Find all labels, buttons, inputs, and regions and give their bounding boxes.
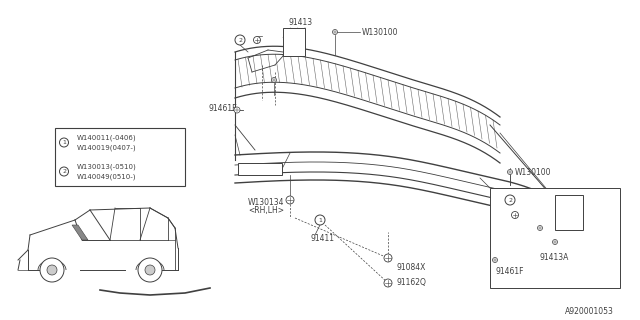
Text: <RH,LH>: <RH,LH> [248,205,284,214]
Circle shape [40,258,64,282]
Text: W140011(-0406): W140011(-0406) [77,134,136,141]
Circle shape [315,215,325,225]
Text: 91413: 91413 [288,18,312,27]
Circle shape [552,239,557,244]
Bar [238,163,282,175]
Text: 1: 1 [318,218,322,222]
Circle shape [47,265,57,275]
Bar [555,195,583,230]
Circle shape [505,195,515,205]
Circle shape [384,279,392,287]
Text: 91461F: 91461F [495,268,524,276]
Circle shape [493,258,497,262]
Text: 2: 2 [238,37,242,43]
Circle shape [60,167,68,176]
Text: W130134: W130134 [248,197,285,206]
Bar [283,28,305,56]
Text: W140049(0510-): W140049(0510-) [77,173,136,180]
Circle shape [384,254,392,262]
Bar [490,188,620,288]
Circle shape [138,258,162,282]
Text: 2: 2 [62,169,66,174]
Circle shape [145,265,155,275]
Text: 91084X: 91084X [396,263,426,273]
Text: 91413A: 91413A [540,253,570,262]
Text: W130100: W130100 [362,28,399,36]
Text: 91461E: 91461E [208,103,237,113]
Circle shape [508,170,513,174]
Text: 91162Q: 91162Q [396,278,426,287]
Text: 91411: 91411 [310,234,334,243]
Text: 1: 1 [62,140,66,145]
Text: A920001053: A920001053 [565,308,614,316]
Text: 2: 2 [508,197,512,203]
Circle shape [253,36,260,44]
Circle shape [511,212,518,219]
Text: W140019(0407-): W140019(0407-) [77,144,136,151]
Circle shape [271,77,276,83]
Circle shape [60,138,68,147]
Circle shape [317,217,323,223]
Circle shape [234,107,240,113]
Circle shape [333,29,337,35]
Circle shape [286,196,294,204]
Text: FIG.550: FIG.550 [246,166,273,172]
Circle shape [538,226,543,230]
Polygon shape [72,225,88,240]
Text: W130100: W130100 [515,167,552,177]
Text: W130013(-0510): W130013(-0510) [77,163,137,170]
Circle shape [235,35,245,45]
Bar [55,128,185,186]
